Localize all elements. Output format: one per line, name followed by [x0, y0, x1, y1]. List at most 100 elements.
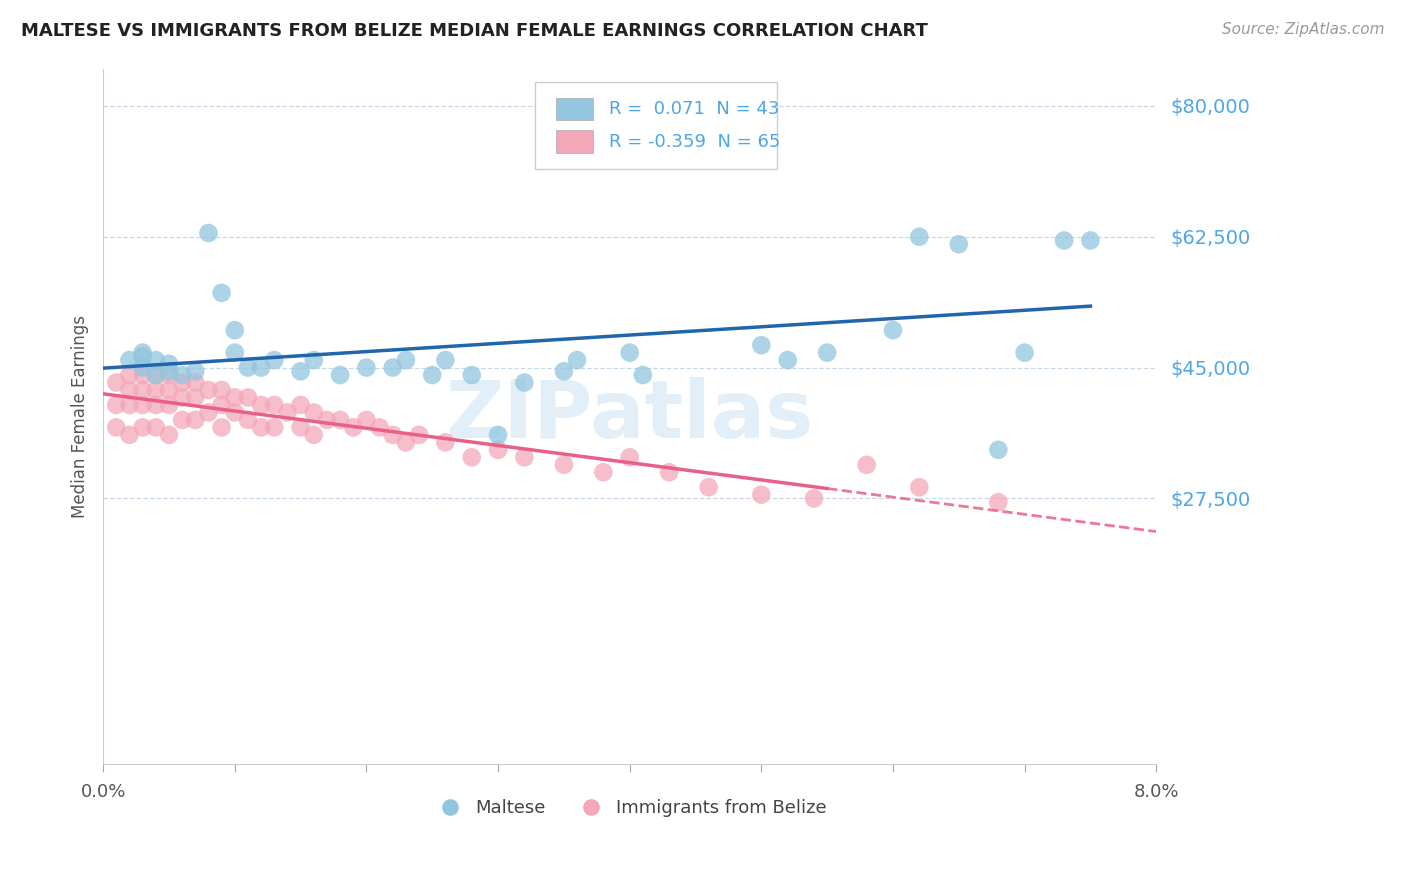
Point: [118, 353, 141, 368]
Point: [145, 398, 167, 412]
Point: [776, 353, 799, 368]
Point: [211, 383, 233, 397]
Point: [211, 398, 233, 412]
Point: [1053, 234, 1076, 248]
Point: [749, 488, 772, 502]
Point: [316, 413, 339, 427]
Point: [329, 368, 352, 382]
Point: [145, 353, 167, 368]
Point: [697, 480, 720, 494]
Point: [211, 285, 233, 300]
Point: [356, 360, 378, 375]
Point: [145, 368, 167, 382]
Point: [290, 364, 312, 378]
Point: [157, 428, 180, 442]
Point: [513, 450, 536, 465]
Point: [263, 420, 285, 434]
Point: [342, 420, 364, 434]
Point: [908, 229, 931, 244]
Point: [855, 458, 877, 472]
Point: [224, 405, 246, 419]
Point: [619, 450, 641, 465]
Point: [631, 368, 654, 382]
Point: [356, 413, 378, 427]
Point: [987, 495, 1010, 509]
Point: [263, 353, 285, 368]
Text: Source: ZipAtlas.com: Source: ZipAtlas.com: [1222, 22, 1385, 37]
Point: [172, 376, 194, 390]
Point: [250, 360, 273, 375]
FancyBboxPatch shape: [555, 130, 593, 153]
Point: [486, 428, 509, 442]
Point: [131, 345, 153, 359]
Point: [619, 345, 641, 359]
Point: [197, 405, 219, 419]
Point: [671, 136, 693, 151]
Point: [197, 226, 219, 240]
Point: [658, 465, 681, 479]
Point: [118, 428, 141, 442]
Point: [224, 323, 246, 337]
Point: [1080, 234, 1102, 248]
Point: [302, 428, 325, 442]
Text: R =  0.071  N = 43: R = 0.071 N = 43: [609, 100, 779, 118]
Point: [157, 357, 180, 371]
Point: [197, 383, 219, 397]
Point: [329, 413, 352, 427]
Point: [211, 420, 233, 434]
Point: [157, 368, 180, 382]
Point: [131, 398, 153, 412]
Point: [172, 391, 194, 405]
Y-axis label: Median Female Earnings: Median Female Earnings: [72, 315, 89, 517]
Point: [118, 383, 141, 397]
Point: [224, 345, 246, 359]
Point: [420, 368, 443, 382]
Point: [236, 413, 259, 427]
Point: [434, 435, 457, 450]
Point: [157, 364, 180, 378]
Point: [434, 353, 457, 368]
Point: [908, 480, 931, 494]
Point: [145, 368, 167, 382]
Point: [250, 420, 273, 434]
Point: [145, 383, 167, 397]
Point: [302, 405, 325, 419]
Point: [395, 435, 418, 450]
Point: [105, 398, 128, 412]
Point: [184, 391, 207, 405]
Point: [224, 391, 246, 405]
Point: [236, 391, 259, 405]
Text: R = -0.359  N = 65: R = -0.359 N = 65: [609, 133, 780, 151]
Point: [553, 458, 575, 472]
Point: [157, 398, 180, 412]
Point: [105, 376, 128, 390]
Point: [131, 368, 153, 382]
Point: [592, 465, 614, 479]
Point: [105, 420, 128, 434]
Point: [131, 360, 153, 375]
Point: [184, 413, 207, 427]
Point: [486, 442, 509, 457]
Point: [145, 420, 167, 434]
Point: [803, 491, 825, 506]
Text: ZIPatlas: ZIPatlas: [446, 377, 814, 455]
Point: [118, 368, 141, 382]
Point: [290, 420, 312, 434]
Point: [172, 368, 194, 382]
Point: [408, 428, 430, 442]
Point: [749, 338, 772, 352]
Point: [157, 383, 180, 397]
Point: [131, 383, 153, 397]
Point: [565, 353, 588, 368]
Point: [381, 360, 404, 375]
FancyBboxPatch shape: [534, 82, 778, 169]
Point: [461, 450, 484, 465]
Text: MALTESE VS IMMIGRANTS FROM BELIZE MEDIAN FEMALE EARNINGS CORRELATION CHART: MALTESE VS IMMIGRANTS FROM BELIZE MEDIAN…: [21, 22, 928, 40]
Point: [290, 398, 312, 412]
Legend: Maltese, Immigrants from Belize: Maltese, Immigrants from Belize: [425, 792, 834, 824]
Point: [815, 345, 838, 359]
Point: [263, 398, 285, 412]
FancyBboxPatch shape: [555, 98, 593, 120]
Point: [250, 398, 273, 412]
Point: [131, 350, 153, 364]
